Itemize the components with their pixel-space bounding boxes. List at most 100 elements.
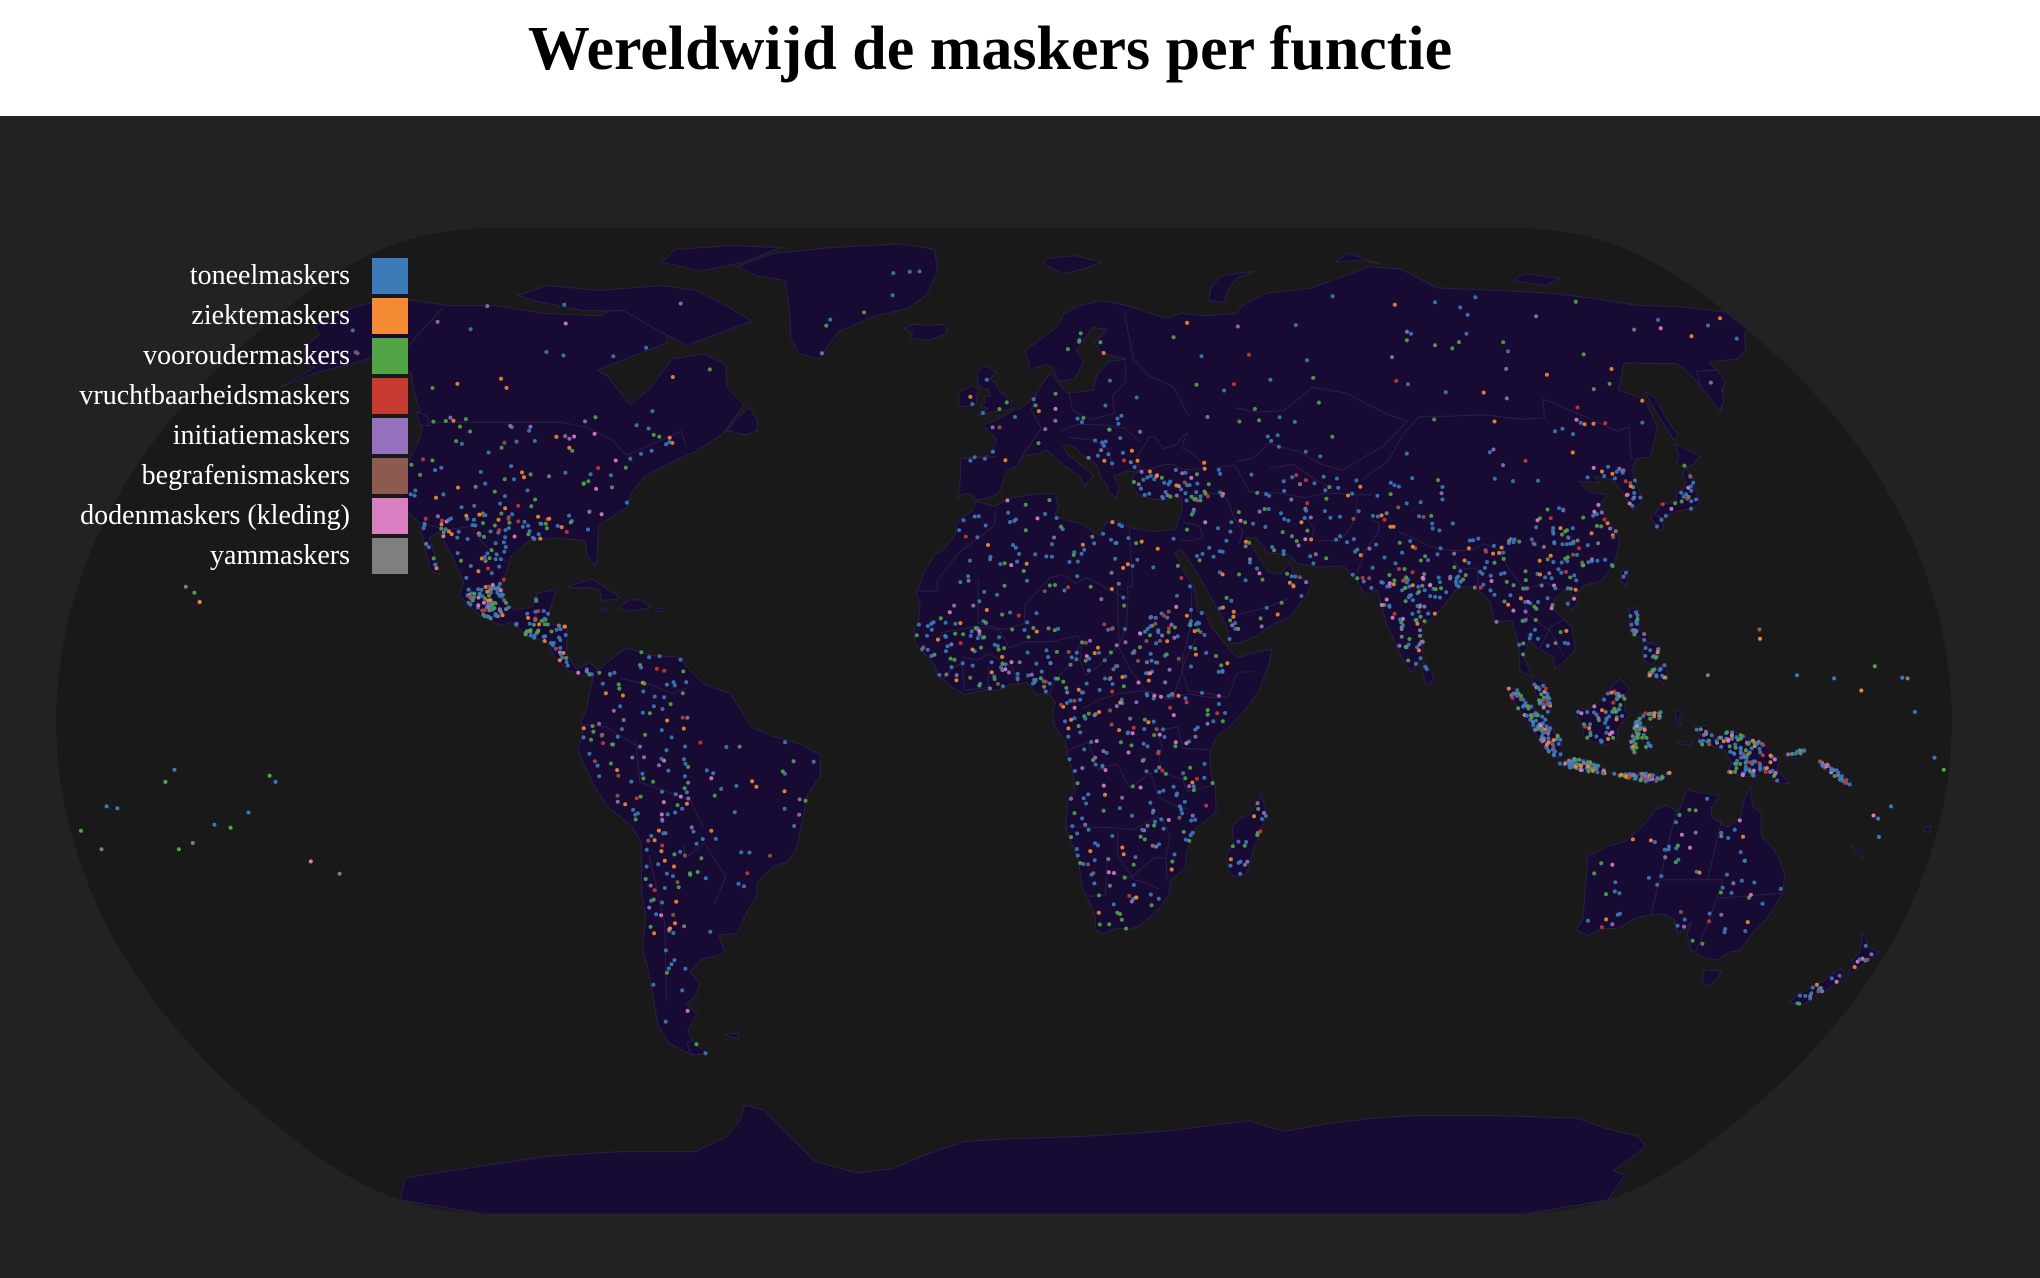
- mask-location-dot[interactable]: [1398, 617, 1402, 622]
- mask-location-dot[interactable]: [496, 517, 501, 522]
- mask-location-dot[interactable]: [1174, 493, 1179, 498]
- mask-location-dot[interactable]: [1642, 727, 1647, 732]
- mask-location-dot[interactable]: [1046, 655, 1051, 659]
- mask-location-dot[interactable]: [1941, 767, 1946, 772]
- mask-location-dot[interactable]: [1617, 466, 1622, 471]
- mask-location-dot[interactable]: [651, 779, 656, 784]
- mask-location-dot[interactable]: [621, 718, 626, 722]
- mask-location-dot[interactable]: [1245, 859, 1250, 864]
- mask-location-dot[interactable]: [1543, 686, 1548, 691]
- mask-location-dot[interactable]: [487, 593, 491, 598]
- mask-location-dot[interactable]: [1655, 882, 1660, 887]
- mask-location-dot[interactable]: [499, 511, 504, 516]
- mask-location-dot[interactable]: [1125, 562, 1130, 567]
- mask-location-dot[interactable]: [1220, 572, 1225, 577]
- mask-location-dot[interactable]: [954, 678, 959, 683]
- mask-location-dot[interactable]: [1428, 594, 1433, 599]
- mask-location-dot[interactable]: [1143, 629, 1147, 634]
- mask-location-dot[interactable]: [996, 647, 1001, 652]
- mask-location-dot[interactable]: [1072, 811, 1077, 816]
- mask-location-dot[interactable]: [1223, 711, 1227, 715]
- mask-location-dot[interactable]: [1049, 554, 1054, 559]
- mask-location-dot[interactable]: [1433, 587, 1438, 592]
- mask-location-dot[interactable]: [1667, 844, 1671, 849]
- mask-location-dot[interactable]: [1552, 540, 1557, 545]
- mask-location-dot[interactable]: [1243, 862, 1247, 867]
- mask-location-dot[interactable]: [1044, 554, 1049, 559]
- mask-location-dot[interactable]: [1541, 695, 1546, 700]
- mask-location-dot[interactable]: [1152, 823, 1157, 828]
- mask-location-dot[interactable]: [1135, 458, 1140, 463]
- mask-location-dot[interactable]: [599, 733, 604, 738]
- mask-location-dot[interactable]: [431, 556, 436, 561]
- mask-location-dot[interactable]: [228, 825, 233, 830]
- mask-location-dot[interactable]: [970, 402, 975, 407]
- mask-location-dot[interactable]: [1109, 627, 1114, 631]
- mask-location-dot[interactable]: [1648, 648, 1653, 653]
- mask-location-dot[interactable]: [1139, 539, 1144, 544]
- mask-location-dot[interactable]: [477, 592, 482, 596]
- mask-location-dot[interactable]: [1705, 673, 1710, 678]
- mask-location-dot[interactable]: [1646, 875, 1651, 880]
- mask-location-dot[interactable]: [1354, 478, 1359, 483]
- mask-location-dot[interactable]: [1161, 826, 1166, 831]
- mask-location-dot[interactable]: [1405, 329, 1409, 334]
- mask-location-dot[interactable]: [1101, 351, 1106, 355]
- mask-location-dot[interactable]: [1149, 658, 1154, 663]
- mask-location-dot[interactable]: [1388, 492, 1393, 497]
- mask-location-dot[interactable]: [1190, 830, 1195, 835]
- mask-location-dot[interactable]: [750, 779, 755, 784]
- mask-location-dot[interactable]: [1047, 583, 1052, 588]
- mask-location-dot[interactable]: [1387, 604, 1392, 609]
- mask-location-dot[interactable]: [1183, 776, 1188, 781]
- mask-location-dot[interactable]: [1224, 595, 1229, 600]
- mask-location-dot[interactable]: [1093, 762, 1098, 767]
- mask-location-dot[interactable]: [1144, 692, 1149, 696]
- mask-location-dot[interactable]: [1236, 839, 1241, 844]
- mask-location-dot[interactable]: [1613, 880, 1618, 885]
- mask-location-dot[interactable]: [656, 862, 661, 867]
- mask-location-dot[interactable]: [1197, 621, 1202, 626]
- mask-location-dot[interactable]: [1202, 761, 1207, 766]
- mask-location-dot[interactable]: [633, 812, 638, 817]
- mask-location-dot[interactable]: [1629, 622, 1634, 627]
- mask-location-dot[interactable]: [512, 534, 517, 539]
- mask-location-dot[interactable]: [1043, 689, 1048, 694]
- mask-location-dot[interactable]: [1707, 742, 1712, 747]
- mask-location-dot[interactable]: [455, 551, 460, 556]
- mask-location-dot[interactable]: [1082, 547, 1087, 552]
- mask-location-dot[interactable]: [1416, 584, 1421, 589]
- mask-location-dot[interactable]: [1568, 575, 1573, 580]
- mask-location-dot[interactable]: [1610, 862, 1615, 867]
- mask-location-dot[interactable]: [1540, 737, 1545, 742]
- mask-location-dot[interactable]: [682, 924, 687, 929]
- mask-location-dot[interactable]: [1573, 764, 1578, 769]
- mask-location-dot[interactable]: [1084, 681, 1089, 686]
- mask-location-dot[interactable]: [1356, 509, 1361, 514]
- mask-location-dot[interactable]: [1107, 883, 1112, 888]
- mask-location-dot[interactable]: [1189, 475, 1194, 480]
- mask-location-dot[interactable]: [473, 484, 478, 489]
- mask-location-dot[interactable]: [1643, 646, 1648, 650]
- mask-location-dot[interactable]: [593, 415, 598, 420]
- mask-location-dot[interactable]: [1728, 749, 1733, 754]
- mask-location-dot[interactable]: [558, 627, 563, 632]
- mask-location-dot[interactable]: [652, 931, 657, 936]
- mask-location-dot[interactable]: [1174, 793, 1179, 798]
- mask-location-dot[interactable]: [1093, 712, 1098, 717]
- mask-location-dot[interactable]: [1139, 469, 1144, 474]
- mask-location-dot[interactable]: [615, 768, 620, 773]
- mask-location-dot[interactable]: [1428, 583, 1432, 588]
- mask-location-dot[interactable]: [1109, 570, 1114, 575]
- mask-location-dot[interactable]: [1869, 952, 1874, 957]
- mask-location-dot[interactable]: [1876, 816, 1881, 821]
- mask-location-dot[interactable]: [446, 517, 451, 522]
- mask-location-dot[interactable]: [531, 622, 536, 627]
- mask-location-dot[interactable]: [1154, 844, 1159, 849]
- mask-location-dot[interactable]: [1165, 615, 1170, 620]
- mask-location-dot[interactable]: [1260, 577, 1265, 582]
- mask-location-dot[interactable]: [1169, 867, 1174, 872]
- mask-location-dot[interactable]: [1482, 565, 1487, 570]
- mask-location-dot[interactable]: [1768, 760, 1773, 765]
- mask-location-dot[interactable]: [1199, 611, 1204, 616]
